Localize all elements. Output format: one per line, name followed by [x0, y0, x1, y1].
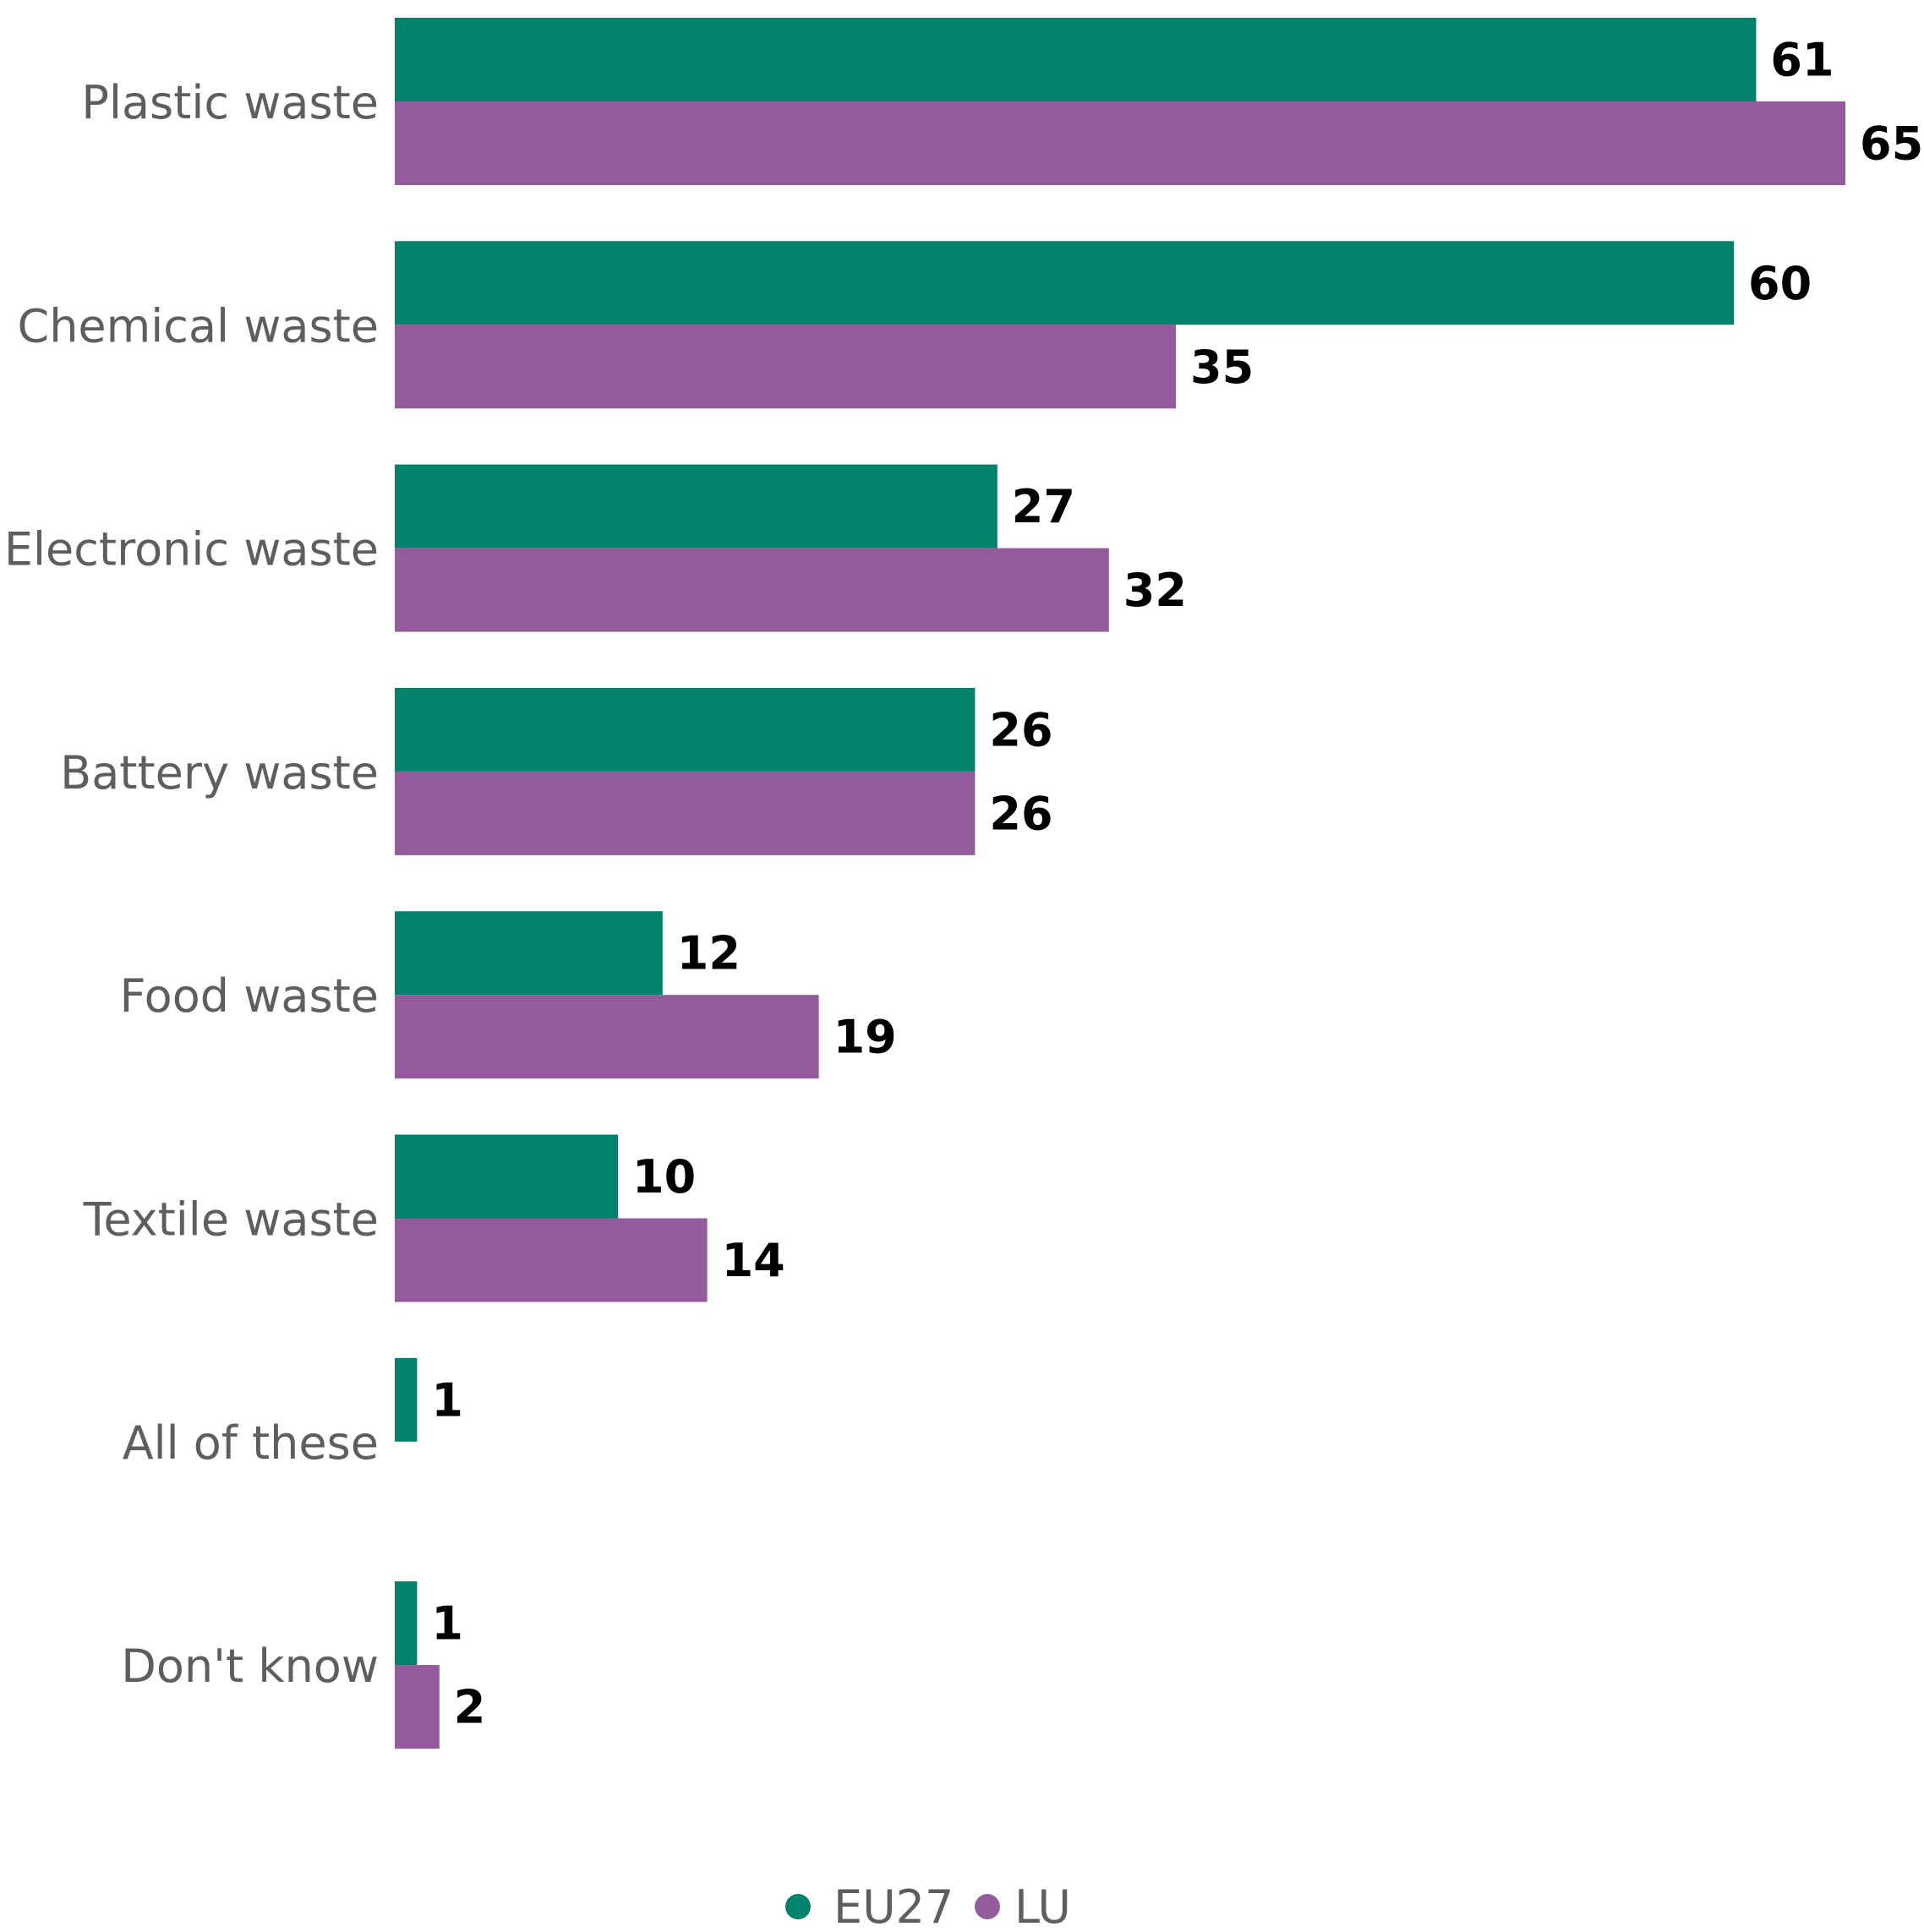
category-label-all-of-these: All of these [123, 1416, 379, 1470]
bar-eu27-chemical-waste [395, 241, 1734, 325]
category-label-don-t-know: Don't know [121, 1640, 379, 1693]
bar-lu-electronic-waste [395, 548, 1109, 632]
value-label-eu27-battery-waste: 26 [989, 703, 1052, 756]
bar-lu-chemical-waste [395, 325, 1176, 409]
category-label-battery-waste: Battery waste [60, 746, 379, 800]
bar-lu-battery-waste [395, 771, 976, 855]
bars-layer [395, 18, 1845, 1749]
value-label-eu27-food-waste: 12 [677, 927, 741, 980]
value-label-lu-don-t-know: 2 [454, 1681, 486, 1734]
bar-eu27-all-of-these [395, 1357, 418, 1442]
category-label-chemical-waste: Chemical waste [18, 299, 380, 352]
value-label-lu-plastic-waste: 65 [1860, 117, 1923, 171]
legend: EU27 LU [785, 1880, 1071, 1932]
bar-eu27-food-waste [395, 911, 663, 996]
category-label-textile-waste: Textile waste [83, 1193, 379, 1247]
value-label-lu-battery-waste: 26 [989, 787, 1052, 840]
bar-lu-don-t-know [395, 1665, 440, 1749]
bar-eu27-electronic-waste [395, 464, 998, 548]
bar-lu-textile-waste [395, 1218, 708, 1302]
value-label-lu-food-waste: 19 [834, 1011, 897, 1064]
bar-lu-plastic-waste [395, 101, 1845, 185]
legend-label-lu: LU [1014, 1880, 1071, 1932]
bar-eu27-plastic-waste [395, 18, 1757, 101]
value-label-lu-textile-waste: 14 [722, 1234, 785, 1287]
value-label-eu27-electronic-waste: 27 [1012, 480, 1075, 533]
value-label-eu27-don-t-know: 1 [431, 1597, 463, 1651]
bar-eu27-battery-waste [395, 687, 976, 772]
value-label-eu27-plastic-waste: 61 [1770, 34, 1834, 87]
value-label-lu-chemical-waste: 35 [1190, 341, 1254, 394]
bar-eu27-textile-waste [395, 1134, 618, 1219]
legend-label-eu27: EU27 [834, 1880, 954, 1932]
labels-layer: Plastic waste 61 65 Chemical waste 60 35 Elect… [4, 34, 1923, 1734]
value-label-lu-electronic-waste: 32 [1123, 564, 1187, 617]
legend-marker-eu27 [785, 1894, 811, 1919]
legend-marker-lu [975, 1894, 1000, 1919]
bar-lu-food-waste [395, 995, 819, 1079]
bar-eu27-don-t-know [395, 1581, 418, 1666]
value-label-eu27-chemical-waste: 60 [1748, 257, 1812, 310]
category-label-food-waste: Food waste [120, 969, 379, 1023]
value-label-eu27-all-of-these: 1 [431, 1373, 463, 1427]
category-label-electronic-waste: Electronic waste [4, 523, 379, 576]
category-label-plastic-waste: Plastic waste [81, 76, 379, 129]
value-label-eu27-textile-waste: 10 [632, 1150, 696, 1203]
